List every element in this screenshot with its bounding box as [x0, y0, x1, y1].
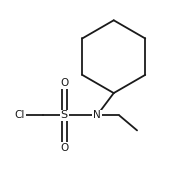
Text: O: O: [60, 78, 68, 88]
Text: S: S: [61, 111, 68, 121]
Text: Cl: Cl: [14, 111, 25, 121]
Text: N: N: [93, 111, 101, 121]
Text: O: O: [60, 143, 68, 153]
